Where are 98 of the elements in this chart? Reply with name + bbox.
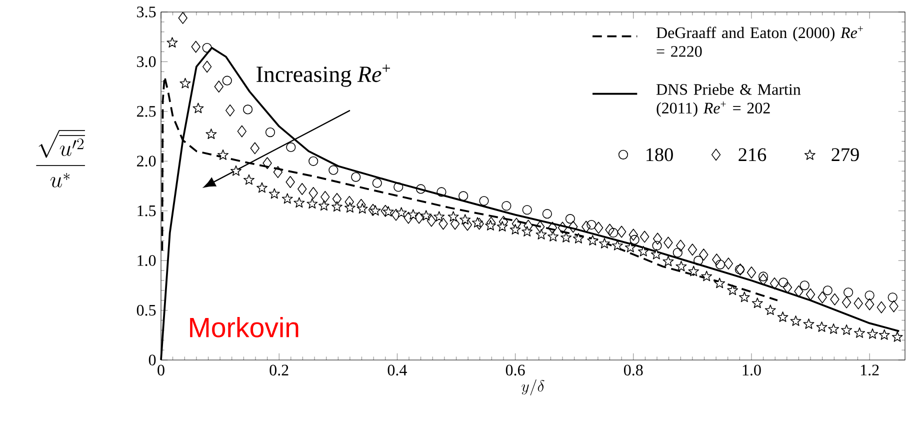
- point: [370, 205, 381, 216]
- point: [502, 201, 512, 211]
- y-tick-label: 1.5: [138, 205, 156, 216]
- point: [867, 328, 878, 339]
- point: [522, 205, 532, 215]
- point: [308, 156, 318, 166]
- point: [548, 230, 559, 242]
- point: [420, 210, 432, 221]
- point: [542, 209, 552, 219]
- x-tick-label: 0.4: [388, 364, 407, 376]
- y-tick-label: 3.5: [137, 6, 156, 18]
- point: [612, 240, 623, 250]
- point: [672, 248, 682, 258]
- point: [218, 149, 228, 160]
- point: [816, 321, 828, 332]
- point: [878, 329, 890, 340]
- legend-label: 216: [738, 148, 766, 162]
- point: [436, 187, 446, 197]
- point: [587, 234, 598, 246]
- point: [351, 172, 361, 182]
- point: [777, 312, 788, 322]
- point: [206, 128, 217, 140]
- point: [694, 256, 704, 266]
- point: [688, 266, 700, 276]
- y-tick-label: 0: [148, 354, 156, 366]
- text: DeGraaff and Eaton (2000) Re$^{+}$ = 2220: [656, 26, 863, 57]
- point: [244, 174, 254, 185]
- legend-label: 180: [646, 148, 673, 162]
- point: [286, 142, 296, 152]
- point: [608, 228, 618, 238]
- point: [844, 288, 854, 298]
- point: [485, 220, 496, 230]
- point: [560, 232, 572, 242]
- point: [803, 318, 814, 329]
- point: [416, 184, 426, 194]
- point: [434, 211, 445, 222]
- point: [854, 327, 866, 338]
- point: [738, 292, 750, 302]
- point: [790, 315, 802, 326]
- y-tick-label: 0.5: [136, 304, 156, 316]
- point: [192, 102, 204, 114]
- point: [734, 264, 744, 274]
- point: [180, 78, 191, 88]
- point: [676, 260, 687, 272]
- point: [598, 238, 610, 248]
- legend-label: DNS Priebe & Martin (2011) Re$^{+}$ = 202: [656, 84, 801, 117]
- point: [752, 298, 763, 308]
- point: [265, 128, 276, 138]
- annotation: Morkovin: [190, 317, 298, 338]
- point: [828, 323, 840, 334]
- point: [306, 198, 318, 209]
- point: [764, 304, 776, 315]
- x-axis-title: $y/\delta$: [522, 379, 544, 396]
- point: [318, 200, 330, 211]
- point: [394, 182, 404, 192]
- point: [638, 246, 649, 256]
- point: [727, 284, 738, 296]
- point: [888, 292, 898, 302]
- point: [372, 178, 382, 188]
- point: [892, 331, 903, 342]
- y-axis-title: $\frac{\sqrt{\overline{u'^2}}}{u^*}$: [36, 130, 85, 188]
- legend-label: 279: [832, 148, 859, 162]
- point: [822, 286, 832, 296]
- point: [650, 248, 662, 260]
- point: [294, 197, 305, 208]
- annotation: Increasing Re$^{+}$: [256, 64, 390, 87]
- y-tick-label: 3.0: [137, 56, 156, 68]
- y-tick-label: 2.5: [137, 106, 156, 117]
- x-tick-label: 0.6: [506, 364, 525, 376]
- point: [573, 232, 584, 244]
- point: [222, 76, 232, 86]
- point: [479, 196, 489, 206]
- point: [458, 191, 468, 201]
- point: [256, 182, 268, 193]
- point: [701, 270, 712, 282]
- point: [864, 290, 874, 300]
- point: [230, 165, 242, 176]
- point: [166, 37, 178, 48]
- point: [841, 324, 852, 335]
- point: [800, 280, 810, 290]
- x-tick-label: 0.2: [270, 364, 288, 376]
- point: [714, 278, 726, 288]
- point: [243, 104, 253, 114]
- x-tick-label: 0: [158, 364, 164, 376]
- point: [662, 256, 674, 266]
- x-tick-label: 0.8: [624, 364, 643, 376]
- y-tick-label: 2.0: [137, 156, 156, 167]
- point: [472, 217, 483, 228]
- point: [382, 206, 394, 217]
- point: [328, 165, 338, 175]
- point: [282, 193, 293, 204]
- point: [202, 42, 212, 53]
- point: [268, 188, 280, 199]
- point: [624, 242, 636, 252]
- y-tick-label: 1.0: [138, 255, 156, 266]
- point: [758, 272, 768, 282]
- x-tick-label: 1.0: [742, 364, 761, 376]
- x-tick-label: 1.2: [860, 364, 879, 376]
